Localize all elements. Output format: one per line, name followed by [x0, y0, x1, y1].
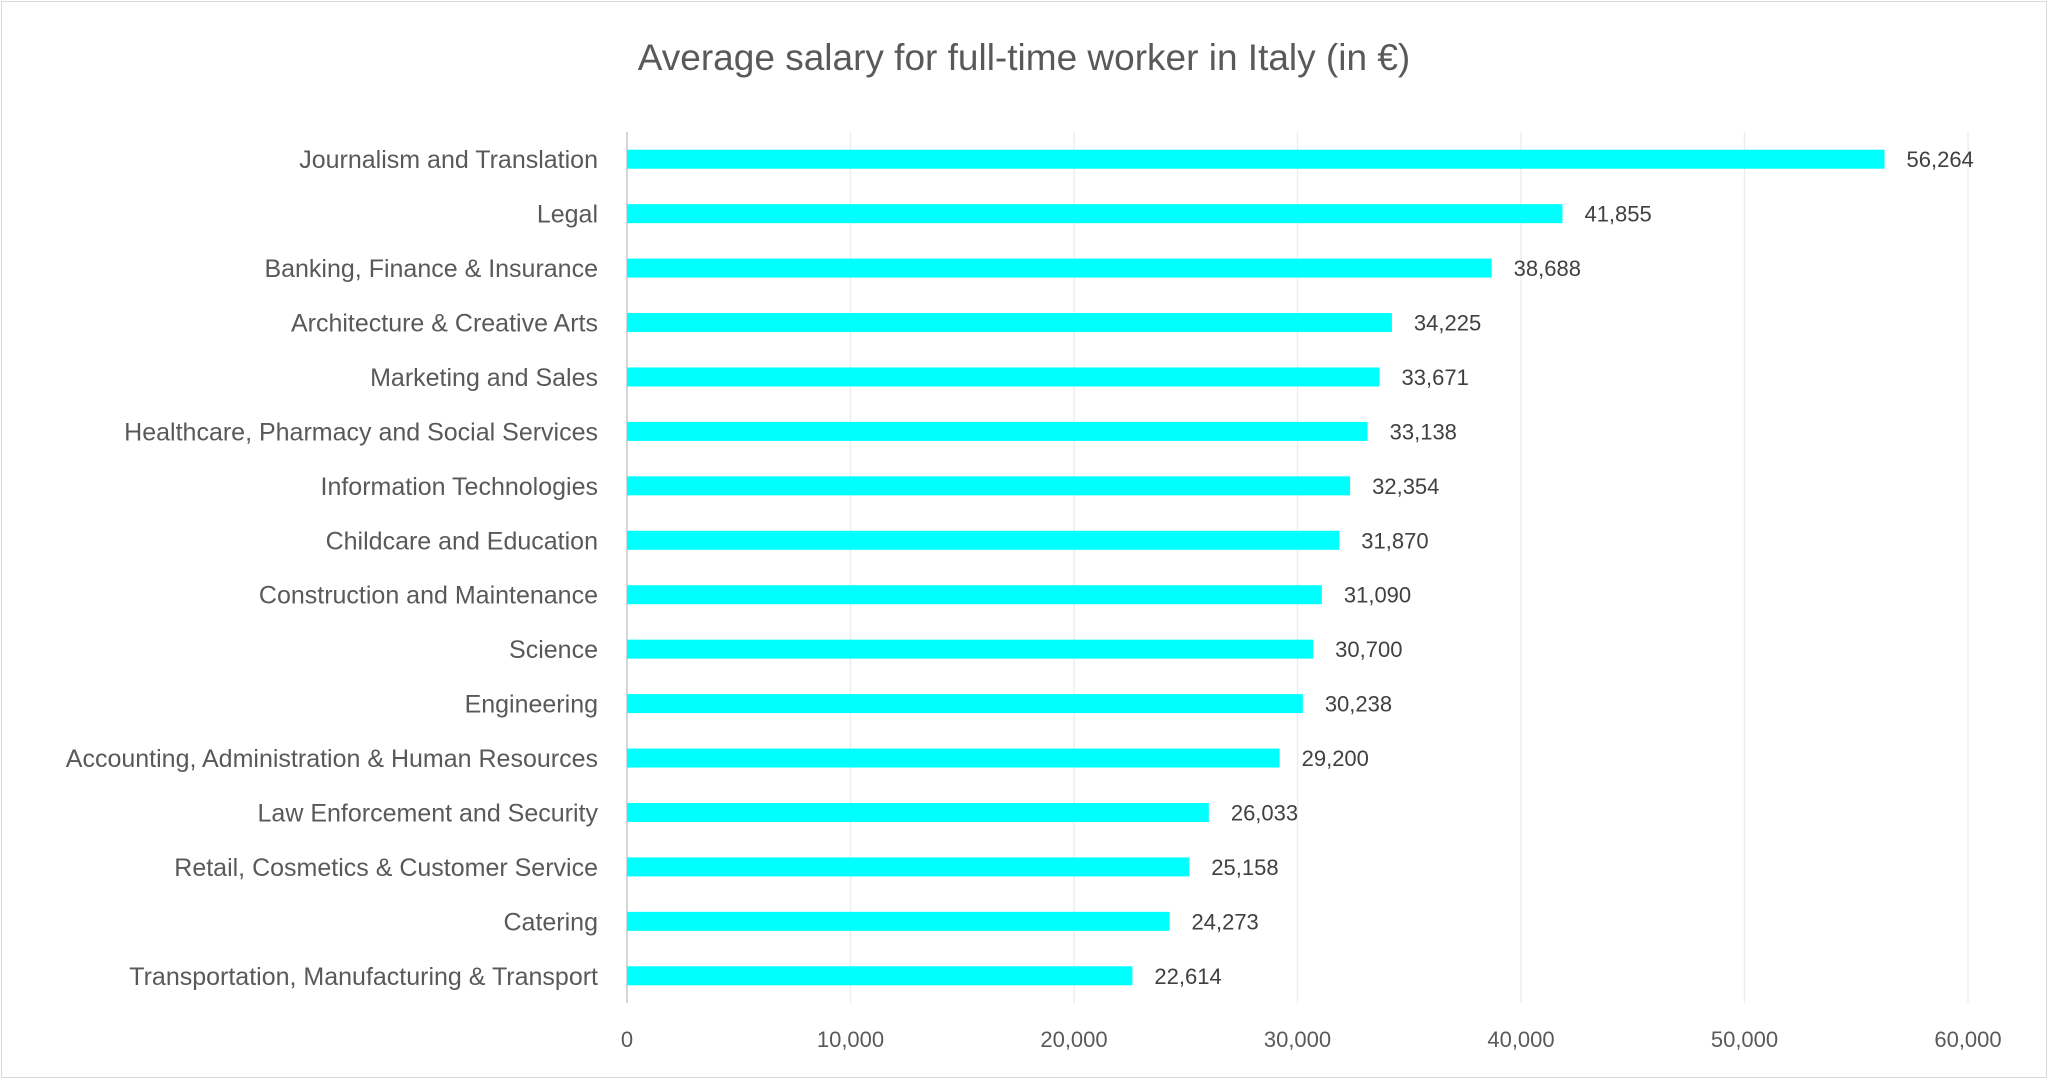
bar: [627, 966, 1133, 986]
bar: [627, 421, 1368, 441]
category-label: Retail, Cosmetics & Customer Service: [174, 854, 598, 882]
data-label: 22,614: [1154, 964, 1221, 989]
data-label: 32,354: [1372, 474, 1439, 499]
category-label: Architecture & Creative Arts: [291, 310, 598, 338]
data-label: 56,264: [1907, 147, 1974, 172]
data-label: 31,870: [1361, 528, 1428, 553]
data-label: 24,273: [1192, 909, 1259, 934]
data-label: 33,671: [1402, 365, 1469, 390]
bar: [627, 258, 1492, 278]
chart-title: Average salary for full-time worker in I…: [638, 37, 1410, 78]
category-label: Science: [509, 636, 598, 664]
bar: [627, 639, 1314, 659]
bar: [627, 694, 1303, 714]
category-label: Catering: [504, 908, 599, 936]
bar: [627, 911, 1170, 931]
bar: [627, 476, 1351, 496]
category-label: Healthcare, Pharmacy and Social Services: [124, 418, 598, 446]
category-label: Construction and Maintenance: [259, 582, 598, 610]
data-label: 25,158: [1211, 855, 1278, 880]
category-label: Engineering: [465, 691, 598, 719]
data-label: 30,700: [1335, 637, 1402, 662]
data-label: 26,033: [1231, 800, 1298, 825]
bar: [627, 585, 1322, 605]
data-label: 38,688: [1514, 256, 1581, 281]
bar: [627, 204, 1563, 224]
bar: [627, 748, 1280, 768]
x-tick-label: 40,000: [1487, 1027, 1554, 1052]
bar: [627, 313, 1392, 333]
x-tick-label: 10,000: [817, 1027, 884, 1052]
category-label: Information Technologies: [321, 473, 599, 501]
category-label: Accounting, Administration & Human Resou…: [66, 745, 598, 773]
data-label: 33,138: [1390, 419, 1457, 444]
category-label: Marketing and Sales: [370, 364, 598, 392]
category-label: Journalism and Translation: [299, 146, 598, 174]
data-label: 41,855: [1584, 202, 1651, 227]
bar: [627, 367, 1380, 387]
data-label: 29,200: [1302, 746, 1369, 771]
category-label: Childcare and Education: [326, 527, 598, 555]
x-tick-label: 0: [621, 1027, 633, 1052]
bar: [627, 857, 1190, 877]
data-label: 31,090: [1344, 583, 1411, 608]
x-tick-label: 30,000: [1264, 1027, 1331, 1052]
category-label: Banking, Finance & Insurance: [264, 255, 598, 283]
data-label: 30,238: [1325, 692, 1392, 717]
bar: [627, 149, 1885, 169]
x-tick-label: 20,000: [1040, 1027, 1107, 1052]
category-label: Legal: [537, 201, 598, 229]
data-label: 34,225: [1414, 311, 1481, 336]
bar: [627, 802, 1209, 822]
x-tick-label: 60,000: [1934, 1027, 2001, 1052]
category-label: Transportation, Manufacturing & Transpor…: [129, 963, 598, 991]
bar: [627, 530, 1340, 550]
x-tick-label: 50,000: [1711, 1027, 1778, 1052]
category-label: Law Enforcement and Security: [258, 799, 599, 827]
